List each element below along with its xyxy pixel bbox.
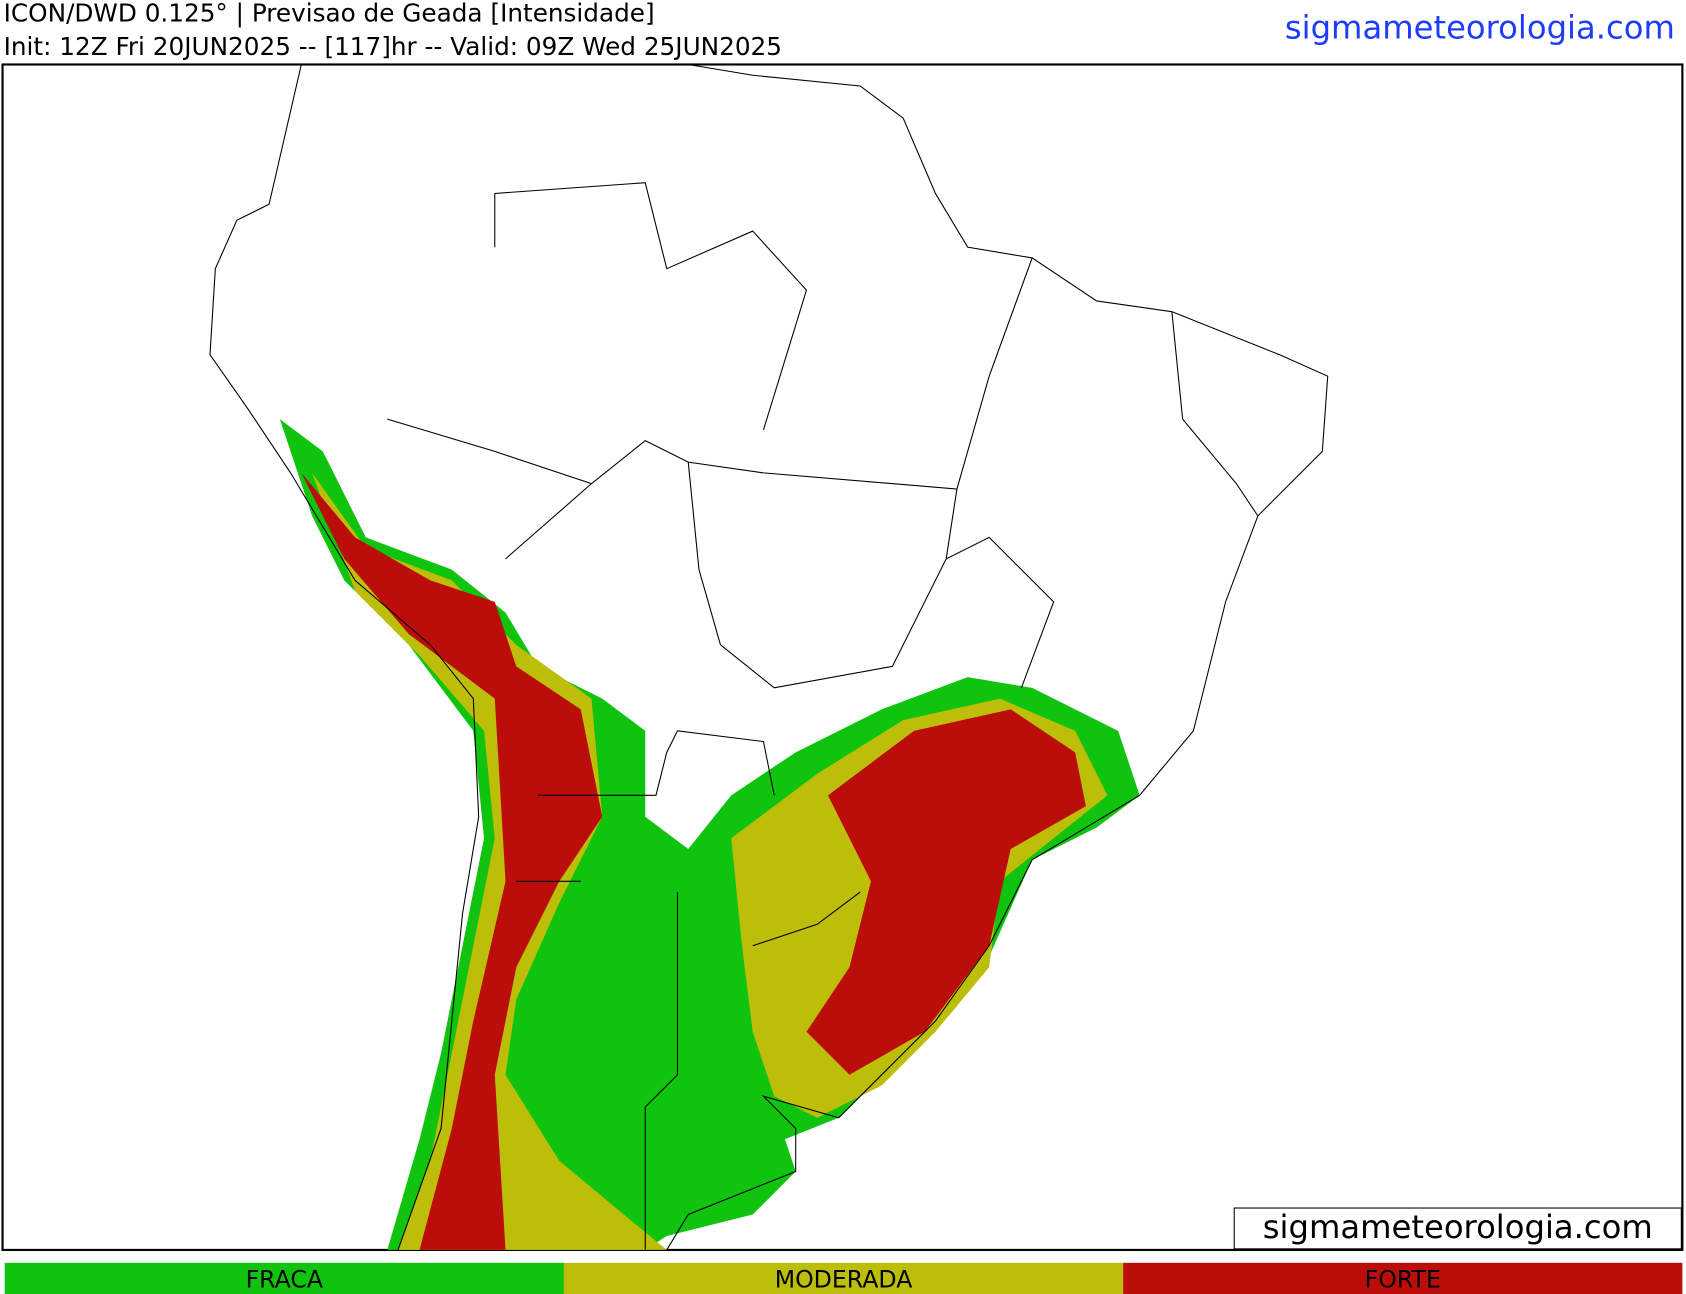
- watermark: sigmameteorologia.com: [1263, 1208, 1653, 1246]
- site-link[interactable]: sigmameteorologia.com: [1285, 9, 1675, 47]
- legend-label: MODERADA: [775, 1266, 913, 1294]
- legend-swatch: [1123, 1262, 1683, 1294]
- legend: FRACA MODERADA FORTE: [4, 1262, 1683, 1294]
- legend-swatch: [4, 1262, 564, 1294]
- legend-swatch: [563, 1262, 1124, 1294]
- frost-strong: [301, 472, 1086, 1250]
- legend-label: FORTE: [1365, 1266, 1441, 1294]
- coastline: [209, 63, 1329, 1251]
- title-line-2: Init: 12Z Fri 20JUN2025 -- [117]hr -- Va…: [4, 32, 782, 61]
- title-line-1: ICON/DWD 0.125° | Previsao de Geada [Int…: [4, 0, 655, 27]
- watermark-box: [1233, 1207, 1682, 1250]
- legend-label: FRACA: [246, 1266, 323, 1294]
- internal-borders: [387, 182, 1259, 1250]
- map: sigmameteorologia.com: [1, 63, 1684, 1252]
